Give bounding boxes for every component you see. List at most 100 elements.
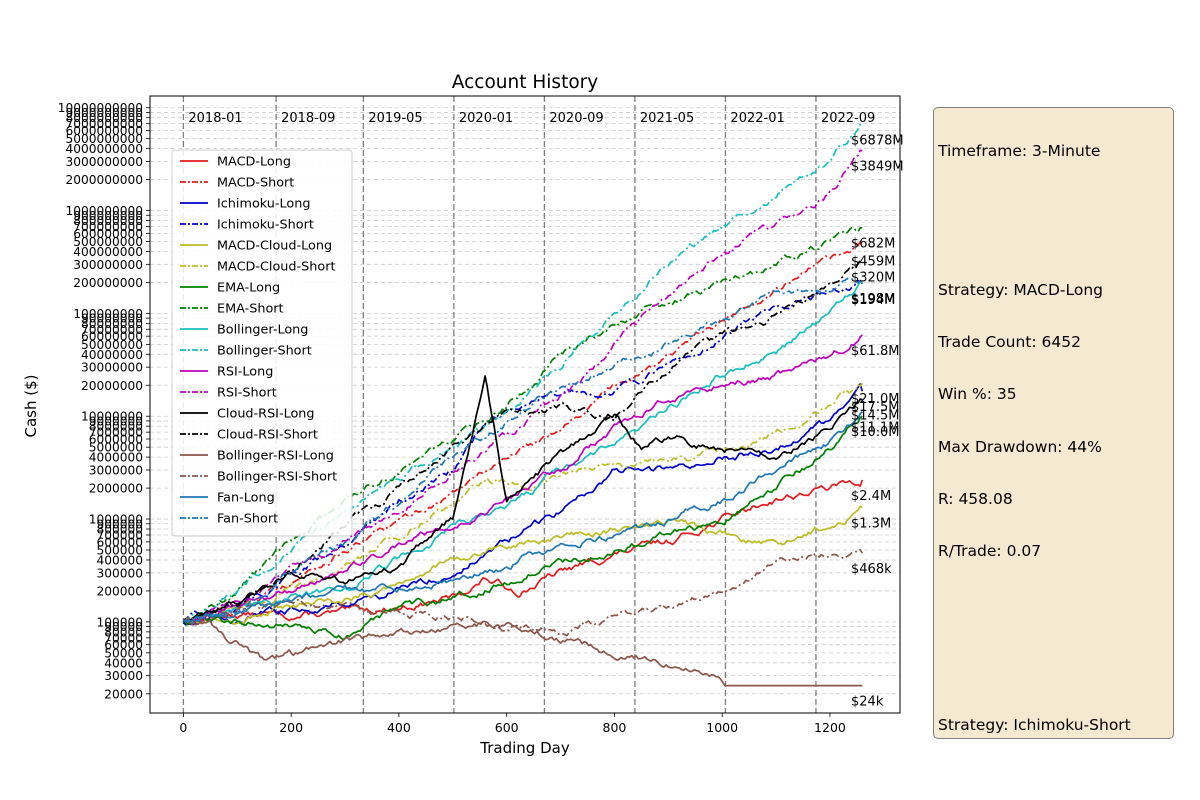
y-tick-label: 1000000 [89,513,143,527]
y-tick-label: 400000 [96,553,143,567]
y-tick-label: 4000000000 [65,142,143,156]
legend-label: EMA-Long [217,281,280,296]
legend-label: MACD-Long [217,155,291,170]
legend-label: MACD-Cloud-Long [217,239,332,254]
x-tick-label: 1200 [814,720,846,735]
series-line-bollinger-rsi-long [183,619,863,687]
y-tick-label: 5000000000 [65,132,143,146]
x-tick-label: 200 [279,720,303,735]
y-tick-label: 500000000 [73,235,143,249]
y-tick-label: 4000000 [89,451,143,465]
y-tick-label: 2000000 [89,482,143,496]
x-tick-label: 800 [603,720,627,735]
y-tick-label: 100000 [96,615,143,629]
series-line-fan-short [182,277,863,624]
legend-label: Bollinger-Long [217,323,308,338]
end-value-label: $24k [851,695,884,710]
legend-label: Fan-Long [217,491,275,506]
legend-label: MACD-Short [217,176,294,191]
series-line-bollinger-long [182,280,863,623]
end-value-label: $21.0M [851,392,899,407]
x-tick-label: 600 [495,720,519,735]
end-value-label: $198M [851,292,895,307]
series-line-macd-cloud-long [183,505,863,625]
y-tick-label: 8000000 [89,420,143,434]
y-tick-label: 700000000 [73,220,143,234]
legend-label: Bollinger-RSI-Long [217,449,334,464]
y-tick-label: 90000 [104,620,143,634]
y-tick-label: 3000000 [89,463,143,477]
end-value-label: $10.0M [851,425,899,440]
legend-label: Cloud-RSI-Long [217,407,315,422]
y-tick-label: 20000000 [81,379,143,393]
series-line-ema-short [183,226,863,624]
x-tick-label: 400 [387,720,411,735]
x-axis-label: Trading Day [479,739,570,757]
series-lines [182,123,864,687]
period-marker-label: 2018-09 [281,111,335,126]
win-rate: Win %: 35 [938,385,1017,404]
y-tick-label: 9000000 [89,414,143,428]
end-value-label: $194M [851,293,895,308]
series-line-ichimoku-short [182,279,863,624]
series-line-cloud-rsi-long [182,375,863,624]
y-tick-label: 600000000 [73,227,143,241]
y-tick-label: 700000 [96,528,143,542]
strategy-stats-box: Timeframe: 3-Minute Strategy: MACD-Long … [933,107,1174,739]
y-tick-label: 8000000000 [65,111,143,125]
y-tick-label: 40000000 [81,348,143,362]
legend-label: Bollinger-RSI-Short [217,470,337,485]
y-tick-label: 30000 [104,669,143,683]
legend-label: Fan-Short [217,512,278,527]
strategy-block: Strategy: MACD-Long Trade Count: 6452 Wi… [938,247,1173,595]
y-tick-label: 50000 [104,646,143,660]
y-tick-label: 6000000000 [65,124,143,138]
period-marker-label: 2020-01 [459,111,513,126]
series-line-ichimoku-long [182,383,864,626]
legend-label: MACD-Cloud-Short [217,260,336,275]
legend-label: RSI-Long [217,365,273,380]
legend-label: EMA-Short [217,302,284,317]
end-value-label: $2.4M [851,489,891,504]
period-marker-label: 2021-05 [640,111,694,126]
chart-title: Account History [452,72,598,93]
axis-ticks: 2000030000400005000060000700008000090000… [58,101,846,735]
period-marker-label: 2019-05 [368,111,422,126]
end-value-label: $468k [851,562,892,577]
y-tick-label: 70000000 [81,323,143,337]
y-tick-label: 80000 [104,625,143,639]
end-value-label: $17.5M [851,400,899,415]
r-value: R: 458.08 [938,489,1013,508]
legend-label: RSI-Short [217,386,277,401]
y-tick-label: 5000000 [89,441,143,455]
x-tick-label: 1000 [706,720,738,735]
series-line-cloud-rsi-short [182,259,863,622]
y-tick-label: 10000000 [81,410,143,424]
series-line-fan-long [182,411,863,623]
y-tick-label: 300000 [96,566,143,580]
end-value-label: $682M [851,237,895,252]
timeframe-text: Timeframe: 3-Minute [938,141,1101,160]
y-tick-label: 9000000000 [65,106,143,120]
end-value-label: $61.8M [851,344,899,359]
period-marker-label: 2022-09 [821,111,875,126]
r-per-trade: R/Trade: 0.07 [938,542,1042,561]
y-tick-label: 600000 [96,535,143,549]
end-value-label: $1.3M [851,516,891,531]
y-tick-label: 1000000000 [65,204,143,218]
strategy-name: Strategy: MACD-Long [938,281,1103,300]
y-tick-label: 60000000 [81,330,143,344]
y-tick-label: 60000 [104,638,143,652]
y-tick-label: 80000000 [81,317,143,331]
legend: MACD-Long MACD-Short Ichimoku-Long Ichimoku… [171,149,353,537]
series-line-bollinger-rsi-short [183,548,864,637]
y-tick-label: 10000000000 [58,101,143,115]
y-tick-label: 50000000 [81,338,143,352]
period-marker-label: 2022-01 [730,111,784,126]
end-value-label: $459M [851,254,895,269]
y-tick-label: 40000 [104,656,143,670]
plot-frame [149,95,901,714]
y-tick-label: 7000000 [89,426,143,440]
y-tick-label: 100000000 [73,307,143,321]
